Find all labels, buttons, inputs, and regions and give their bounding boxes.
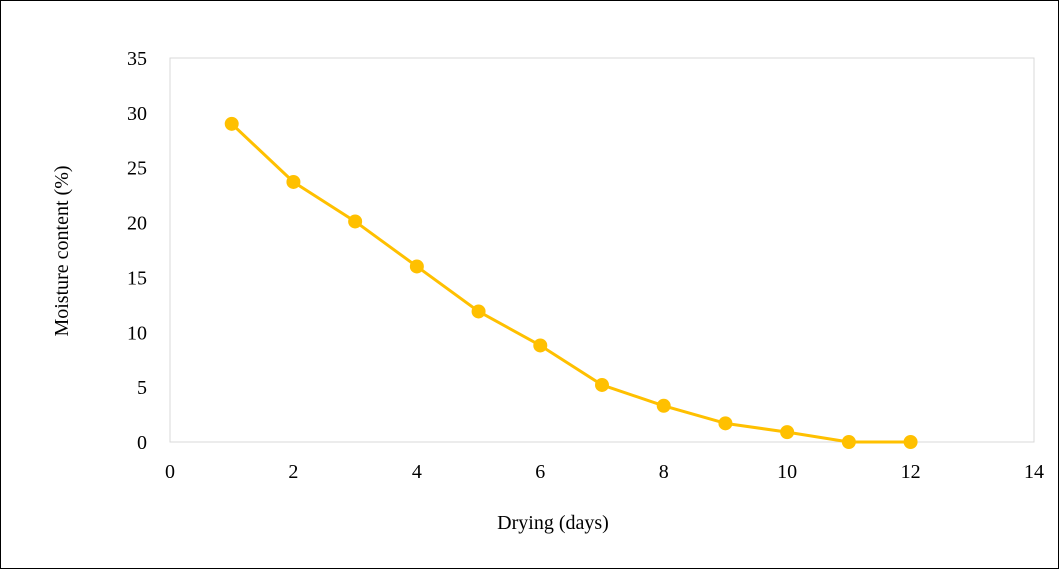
data-point [409, 259, 424, 274]
data-point [718, 416, 733, 431]
y-tick-label: 20 [127, 213, 147, 235]
data-point [903, 435, 918, 449]
x-tick-label: 10 [777, 461, 797, 483]
x-axis-title: Drying (days) [497, 512, 609, 534]
series-line [230, 122, 911, 444]
y-tick-label: 15 [127, 267, 147, 289]
data-point [224, 116, 239, 131]
y-tick-label: 35 [127, 48, 147, 70]
y-tick-label: 5 [137, 377, 147, 399]
x-tick-label: 6 [535, 461, 545, 483]
x-tick-label: 4 [412, 461, 422, 483]
data-point [595, 377, 609, 392]
y-tick-label: 0 [137, 432, 147, 454]
data-point [348, 214, 363, 229]
x-tick-label: 14 [1024, 461, 1044, 483]
x-tick-label: 0 [165, 461, 175, 483]
data-point [841, 435, 856, 449]
data-point [533, 338, 548, 353]
data-point [780, 425, 795, 440]
x-tick-label: 8 [659, 461, 669, 483]
y-tick-label: 10 [127, 322, 147, 344]
data-point [656, 398, 671, 413]
data-point [286, 174, 301, 189]
x-tick-label: 2 [288, 461, 298, 483]
y-axis-title: Moisture content (%) [51, 165, 73, 336]
data-point [471, 304, 486, 319]
x-tick-label: 12 [901, 461, 921, 483]
y-tick-label: 25 [127, 158, 147, 180]
y-tick-label: 30 [127, 103, 147, 125]
